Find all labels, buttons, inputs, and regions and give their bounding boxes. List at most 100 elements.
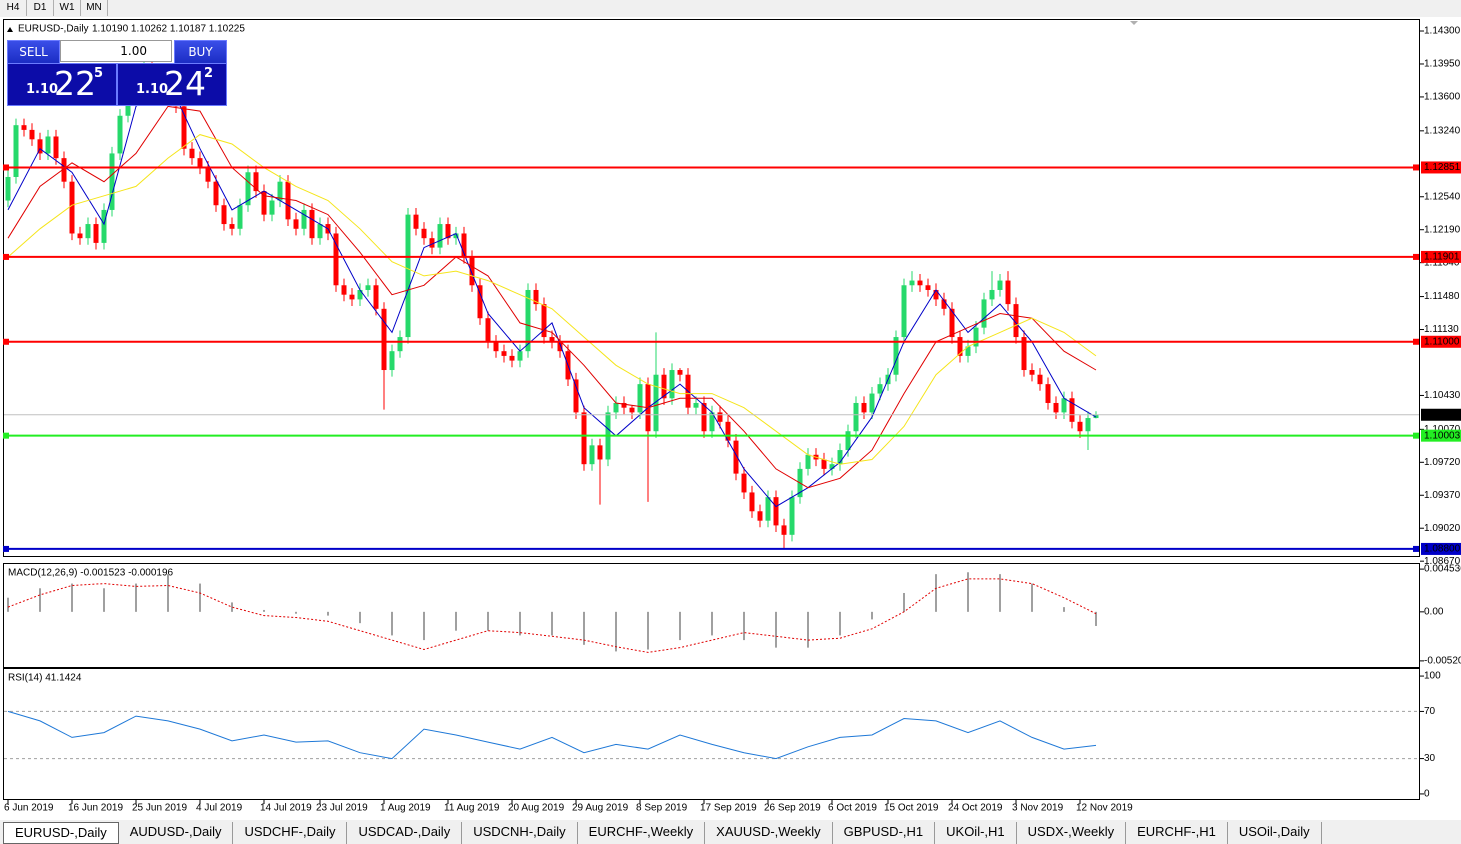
candle-body xyxy=(733,440,739,474)
macd-bar xyxy=(7,597,9,612)
chart-tab[interactable]: USDCNH-,Daily xyxy=(462,822,578,844)
chart-tab[interactable]: EURUSD-,Daily xyxy=(3,822,119,844)
candle-body xyxy=(701,402,707,432)
candle-body xyxy=(53,136,59,159)
x-tick-label: 14 Jul 2019 xyxy=(260,803,312,814)
timeframe-button[interactable]: W1 xyxy=(54,0,81,16)
chart-tab[interactable]: GBPUSD-,H1 xyxy=(833,822,936,844)
candle-body xyxy=(917,280,923,286)
candle-body xyxy=(357,289,363,300)
macd-bar xyxy=(583,611,585,645)
y-tick-label: 100 xyxy=(1424,671,1441,682)
chart-tab[interactable]: USOil-,Daily xyxy=(1228,822,1322,844)
candle-body xyxy=(453,233,459,239)
chart-tab[interactable]: USDX-,Weekly xyxy=(1017,822,1127,844)
level-label: 1.12851 xyxy=(1424,162,1461,173)
chart-tab[interactable]: XAUUSD-,Weekly xyxy=(705,822,833,844)
x-tick-label: 6 Oct 2019 xyxy=(828,803,877,814)
chart-background xyxy=(0,17,1461,820)
price-head: 1.10 xyxy=(26,82,59,97)
lots-value: 1.00 xyxy=(120,44,147,58)
candle-body xyxy=(197,158,203,168)
candle-body xyxy=(85,224,91,239)
candle-body xyxy=(589,445,595,465)
candle-body xyxy=(293,219,299,229)
candle-body xyxy=(317,224,323,239)
candle-body xyxy=(101,209,107,243)
x-tick-label: 4 Jul 2019 xyxy=(196,803,243,814)
candle-body xyxy=(517,351,523,361)
candle-body xyxy=(765,497,771,521)
price-tail: 2 xyxy=(204,66,214,81)
candle-body xyxy=(365,285,371,290)
candle-body xyxy=(429,238,435,248)
x-tick-label: 11 Aug 2019 xyxy=(444,803,500,814)
y-tick-label: 0.00 xyxy=(1424,606,1444,617)
one-click-trading: SELL 1.00 BUY 1.10 22 5 1.10 24 2 xyxy=(7,40,227,106)
sell-button[interactable]: SELL xyxy=(7,40,60,64)
candle-body xyxy=(69,181,75,234)
candle-body xyxy=(1013,304,1019,338)
chart-tab[interactable]: UKOil-,H1 xyxy=(935,822,1017,844)
lots-input[interactable]: 1.00 xyxy=(60,40,172,62)
buy-price[interactable]: 1.10 24 2 xyxy=(117,63,227,106)
price-tail: 5 xyxy=(94,66,104,81)
y-tick-label: 1.08670 xyxy=(1424,556,1461,567)
timeframe-button[interactable]: H4 xyxy=(0,0,27,16)
level-handle xyxy=(3,338,9,345)
level-label-box xyxy=(1421,542,1461,555)
candle-body xyxy=(1069,398,1075,422)
macd-bar xyxy=(551,611,553,636)
candle-body xyxy=(389,351,395,371)
y-tick-label: 1.13600 xyxy=(1424,92,1461,103)
candle-body xyxy=(37,139,43,154)
x-tick-label: 8 Sep 2019 xyxy=(636,803,688,814)
level-label: 1.11901 xyxy=(1424,252,1460,263)
candle-body xyxy=(637,384,643,413)
macd-bar xyxy=(295,611,297,614)
x-tick-label: 3 Nov 2019 xyxy=(1012,803,1064,814)
level-handle xyxy=(3,432,9,439)
candle-body xyxy=(941,299,947,309)
macd-bar xyxy=(263,609,265,612)
timeframe-button[interactable]: D1 xyxy=(27,0,54,16)
symbol-title: EURUSD-,Daily xyxy=(18,24,89,35)
level-label-box xyxy=(1421,161,1461,174)
candle-body xyxy=(901,285,907,338)
macd-bar xyxy=(999,574,1001,612)
candle-body xyxy=(837,450,843,465)
candle-body xyxy=(373,285,379,309)
y-tick-label: 1.12540 xyxy=(1424,191,1461,202)
sell-price[interactable]: 1.10 22 5 xyxy=(7,63,117,106)
candle-body xyxy=(981,299,987,328)
candle-body xyxy=(509,355,515,361)
candle-body xyxy=(493,341,499,352)
candle-body xyxy=(621,402,627,408)
macd-bar xyxy=(391,611,393,636)
buy-button[interactable]: BUY xyxy=(174,40,227,64)
candle-body xyxy=(853,402,859,432)
candle-body xyxy=(381,308,387,371)
chart-tab[interactable]: EURCHF-,Weekly xyxy=(578,822,706,844)
x-tick-label: 17 Sep 2019 xyxy=(700,803,757,814)
candle-body xyxy=(221,205,227,225)
x-tick-label: 20 Aug 2019 xyxy=(508,803,565,814)
y-tick-label: 30 xyxy=(1424,753,1436,764)
candle-body xyxy=(1021,337,1027,371)
macd-bar xyxy=(231,602,233,612)
candle-body xyxy=(261,191,267,215)
price-head: 1.10 xyxy=(136,82,169,97)
timeframe-button[interactable]: MN xyxy=(81,0,108,16)
y-tick-label: 1.10430 xyxy=(1424,390,1461,401)
chart-tab[interactable]: USDCHF-,Daily xyxy=(233,822,348,844)
chart-tab[interactable]: AUDUSD-,Daily xyxy=(119,822,234,844)
candle-body xyxy=(333,233,339,286)
chart-tab[interactable]: EURCHF-,H1 xyxy=(1126,822,1228,844)
candle-body xyxy=(749,492,755,512)
candle-body xyxy=(77,233,83,239)
moving-average xyxy=(7,105,1097,489)
chart-tab[interactable]: USDCAD-,Daily xyxy=(347,822,463,844)
candle-body xyxy=(821,459,827,469)
candle-body xyxy=(269,200,275,215)
level-label: 1.10003 xyxy=(1424,430,1461,441)
